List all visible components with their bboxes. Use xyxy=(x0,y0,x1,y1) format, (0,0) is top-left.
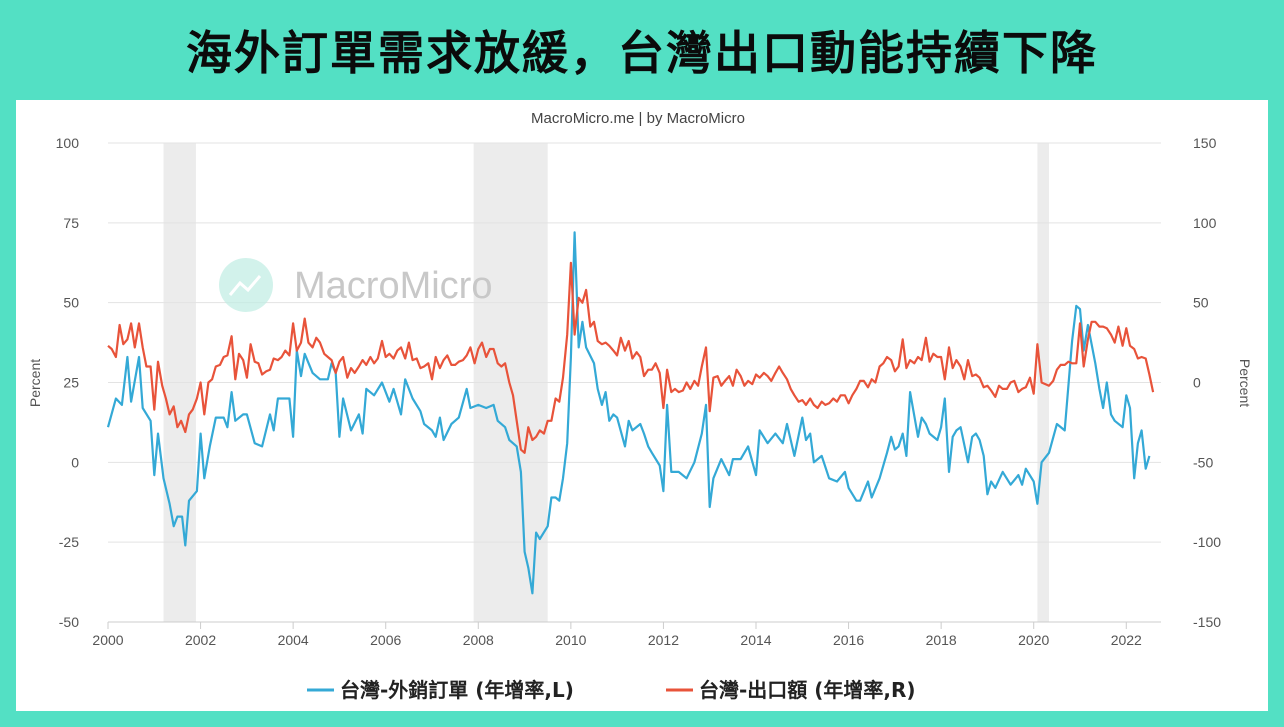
x-tick-label: 2022 xyxy=(1111,632,1142,648)
left-tick-label: 25 xyxy=(63,375,79,391)
x-tick-label: 2008 xyxy=(463,632,494,648)
watermark-logo-line-icon xyxy=(228,275,262,296)
right-tick-label: -100 xyxy=(1193,534,1221,550)
right-tick-label: 150 xyxy=(1193,135,1217,151)
x-tick-label: 2006 xyxy=(370,632,401,648)
right-tick-label: -150 xyxy=(1193,614,1221,630)
left-tick-label: 50 xyxy=(63,295,79,311)
series-lines xyxy=(106,231,1155,595)
series-line-export-orders xyxy=(106,231,1151,595)
x-tick-label: 2002 xyxy=(185,632,216,648)
x-tick-label: 2016 xyxy=(833,632,864,648)
chart-panel: MacroMicro MacroMicro.me | by MacroMicro… xyxy=(16,100,1268,711)
left-tick-label: 75 xyxy=(63,215,79,231)
line-chart: MacroMicro MacroMicro.me | by MacroMicro… xyxy=(27,110,1253,702)
page-headline: 海外訂單需求放緩，台灣出口動能持續下降 xyxy=(186,26,1098,80)
watermark-logo-icon xyxy=(219,258,273,312)
x-tick-label: 2018 xyxy=(926,632,957,648)
left-axis-ticks: 100 75 50 25 0 -25 -50 xyxy=(56,135,80,630)
x-tick-label: 2020 xyxy=(1018,632,1049,648)
x-tick-label: 2010 xyxy=(555,632,586,648)
left-tick-label: -50 xyxy=(59,614,79,630)
legend-item-export-orders[interactable]: 台灣-外銷訂單 (年增率,L) xyxy=(307,678,574,702)
right-tick-label: 50 xyxy=(1193,295,1209,311)
x-tick-label: 2012 xyxy=(648,632,679,648)
legend-label-exports: 台灣-出口額 (年增率,R) xyxy=(699,678,916,702)
x-tick-label: 2000 xyxy=(92,632,123,648)
chart-subtitle: MacroMicro.me | by MacroMicro xyxy=(531,110,745,127)
right-tick-label: 100 xyxy=(1193,215,1217,231)
left-tick-label: 100 xyxy=(56,135,80,151)
left-axis-title: Percent xyxy=(27,359,43,407)
watermark-text: MacroMicro xyxy=(294,265,492,307)
right-tick-label: 0 xyxy=(1193,375,1201,391)
left-tick-label: 0 xyxy=(71,454,79,470)
legend-item-exports[interactable]: 台灣-出口額 (年增率,R) xyxy=(666,678,916,702)
legend: 台灣-外銷訂單 (年增率,L) 台灣-出口額 (年增率,R) xyxy=(307,678,916,702)
gridlines xyxy=(108,142,1161,623)
x-axis-ticks: 2000 2002 2004 2006 2008 2010 2012 2014 2016 2018… xyxy=(92,621,1161,648)
legend-label-export-orders: 台灣-外銷訂單 (年增率,L) xyxy=(340,678,574,702)
left-tick-label: -25 xyxy=(59,534,79,550)
right-tick-label: -50 xyxy=(1193,454,1213,470)
series-line-exports xyxy=(107,261,1155,454)
watermark: MacroMicro xyxy=(219,258,492,312)
x-tick-label: 2004 xyxy=(278,632,309,648)
right-axis-title: Percent xyxy=(1237,359,1253,407)
right-axis-ticks: 150 100 50 0 -50 -100 -150 xyxy=(1193,135,1221,630)
x-tick-label: 2014 xyxy=(740,632,771,648)
